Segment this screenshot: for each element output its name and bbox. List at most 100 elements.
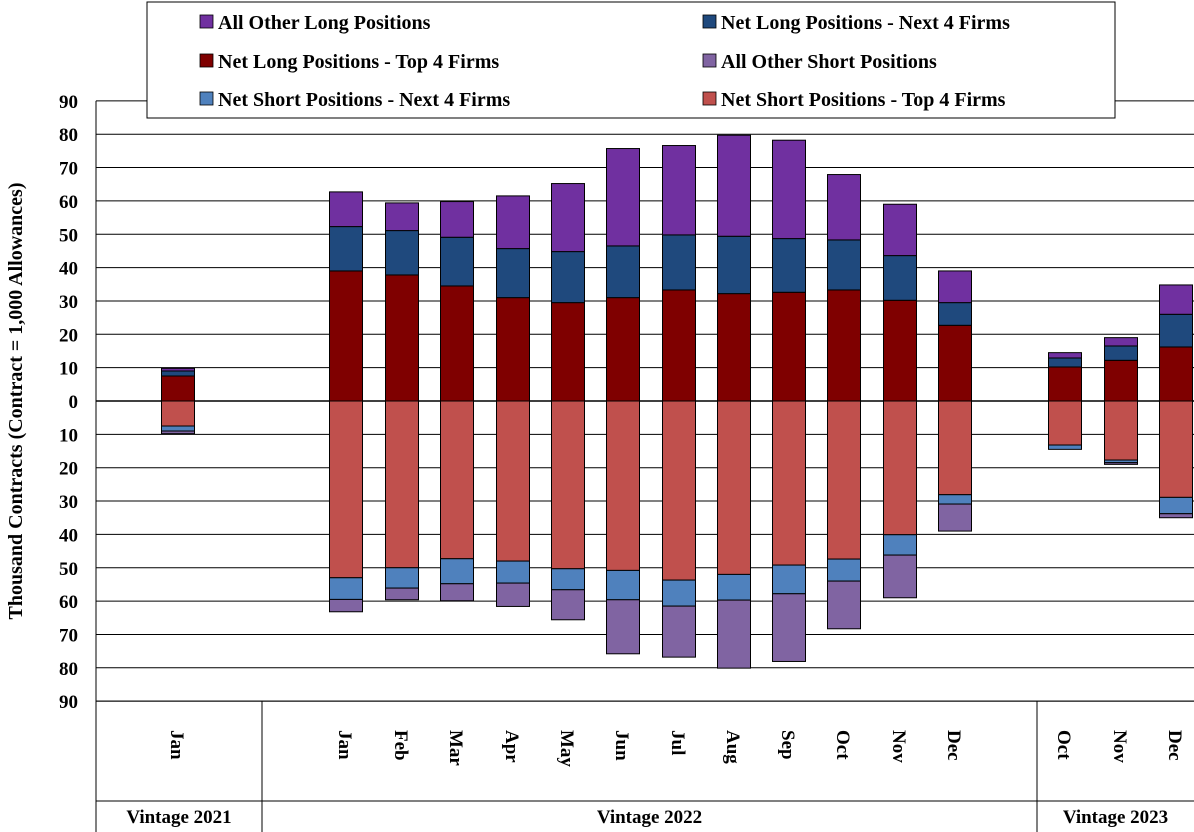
bar-segment: [385, 587, 419, 601]
bar-segment: [551, 589, 585, 621]
x-category-label: Mar: [445, 730, 466, 766]
bar-segment: [329, 270, 363, 402]
y-tick-label: 10: [59, 425, 78, 446]
legend-label: All Other Short Positions: [721, 51, 937, 73]
y-tick-labels: 90 80 70 60 50 40 30 20 10 0 10 20 30 40 50 60 70 80 90: [59, 92, 78, 713]
y-tick-label: 30: [59, 292, 78, 313]
bar-segment: [883, 534, 917, 556]
bar-segment: [1159, 313, 1193, 348]
bar-segment: [551, 568, 585, 591]
y-tick-label: 90: [59, 692, 78, 713]
bar-segment: [385, 400, 419, 569]
x-category-label: Nov: [888, 730, 909, 763]
bar-segment: [938, 302, 972, 326]
bar-segment: [440, 583, 474, 602]
bar-segment: [329, 577, 363, 600]
x-category-label: Feb: [390, 730, 411, 761]
bar-segment: [385, 274, 419, 402]
bar-segment: [717, 599, 751, 669]
bars: [161, 134, 1193, 669]
y-tick-label: 40: [59, 525, 78, 546]
bar-segment: [1104, 400, 1138, 461]
y-tick-label: 20: [59, 459, 78, 480]
bar-segment: [662, 289, 696, 402]
bar-segment: [606, 148, 640, 247]
bar-segment: [662, 605, 696, 658]
bar-segment: [606, 245, 640, 299]
bar-segment: [717, 134, 751, 237]
x-group-label: Vintage 2021: [126, 807, 231, 828]
x-category-label: Jul: [667, 730, 688, 755]
bar-segment: [827, 239, 861, 291]
y-tick-label: 0: [69, 392, 79, 413]
bar-segment: [606, 569, 640, 601]
bar-segment: [938, 494, 972, 505]
bar-segment: [1104, 337, 1138, 347]
bar-segment: [385, 567, 419, 589]
x-category-label: Apr: [501, 730, 522, 763]
bar-segment: [161, 370, 195, 377]
bar-segment: [717, 293, 751, 402]
bar-segment: [883, 554, 917, 599]
bar-segment: [496, 195, 530, 250]
bar-segment: [1048, 444, 1082, 450]
legend: All Other Long Positions Net Long Positio…: [146, 1, 1116, 119]
bar-segment: [1159, 284, 1193, 315]
bar-segment: [496, 248, 530, 299]
bar-segment: [329, 226, 363, 272]
bar-segment: [161, 375, 195, 402]
bar-segment: [883, 203, 917, 257]
bar-segment: [329, 191, 363, 228]
gridlines: [96, 100, 1194, 702]
y-tick-label: 80: [59, 125, 78, 146]
legend-label: Net Short Positions - Next 4 Firms: [218, 89, 510, 111]
bar-segment: [772, 238, 806, 293]
y-tick-label: 60: [59, 192, 78, 213]
bar-segment: [662, 145, 696, 236]
legend-label: Net Long Positions - Top 4 Firms: [218, 51, 499, 73]
y-tick-label: 40: [59, 259, 78, 280]
y-tick-label: 90: [59, 92, 78, 113]
bar-segment: [440, 201, 474, 238]
bar-segment: [827, 289, 861, 402]
bar-segment: [440, 400, 474, 560]
y-tick-label: 50: [59, 225, 78, 246]
bar-segment: [772, 291, 806, 402]
legend-swatch: [199, 53, 214, 68]
x-group-label: Vintage 2023: [1063, 807, 1168, 828]
x-category-label: Jan: [334, 730, 355, 760]
bar-segment: [606, 400, 640, 571]
bar-segment: [496, 560, 530, 584]
bar-segment: [662, 400, 696, 581]
bar-segment: [440, 285, 474, 402]
bar-segment: [1159, 496, 1193, 515]
bar-segment: [329, 400, 363, 579]
bar-segment: [827, 174, 861, 241]
bar-segment: [440, 558, 474, 585]
x-category-label: Oct: [832, 730, 853, 760]
bar-segment: [551, 400, 585, 570]
y-tick-label: 70: [59, 625, 78, 646]
legend-swatch: [702, 91, 717, 106]
bar-segment: [717, 400, 751, 575]
bar-segment: [717, 235, 751, 295]
bar-segment: [1104, 345, 1138, 361]
legend-label: Net Short Positions - Top 4 Firms: [721, 89, 1006, 111]
bar-segment: [938, 324, 972, 402]
legend-swatch: [702, 14, 717, 29]
y-tick-label: 10: [59, 359, 78, 380]
bar-segment: [827, 558, 861, 582]
bar-segment: [440, 236, 474, 287]
bar-segment: [827, 400, 861, 560]
legend-box: [146, 1, 1116, 119]
bar-segment: [161, 430, 195, 435]
bar-segment: [662, 234, 696, 291]
x-group-label: Vintage 2022: [597, 807, 702, 828]
bar-segment: [1048, 366, 1082, 402]
x-category-label: Oct: [1053, 730, 1074, 760]
bar-segment: [827, 580, 861, 630]
bar-segment: [606, 599, 640, 655]
y-tick-label: 30: [59, 492, 78, 513]
bar-segment: [1159, 346, 1193, 402]
